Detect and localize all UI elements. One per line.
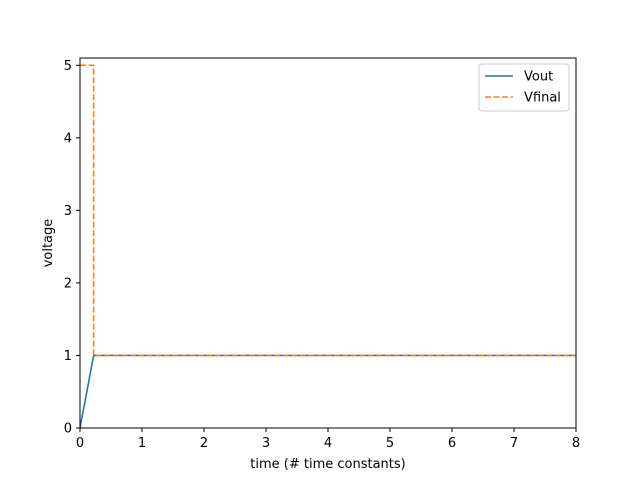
legend-label-vout: Vout xyxy=(524,70,553,85)
y-tick-label: 5 xyxy=(64,59,72,74)
x-tick-label: 1 xyxy=(138,436,146,451)
legend: Vout Vfinal xyxy=(478,63,570,112)
x-tick-label: 0 xyxy=(76,436,84,451)
y-tick-label: 3 xyxy=(64,204,72,219)
x-tick-label: 2 xyxy=(200,436,208,451)
x-tick-label: 6 xyxy=(448,436,456,451)
y-tick-label: 0 xyxy=(64,422,72,437)
x-axis-label: time (# time constants) xyxy=(250,457,405,472)
series-line-vfinal xyxy=(80,64,576,357)
y-axis-label: voltage xyxy=(41,219,56,268)
series-layer xyxy=(79,64,576,429)
x-tick-label: 3 xyxy=(262,436,270,451)
x-tick-label: 5 xyxy=(386,436,394,451)
y-tick-label: 2 xyxy=(64,276,72,291)
plot-background xyxy=(80,58,576,428)
y-tick-label: 4 xyxy=(64,131,72,146)
legend-label-vfinal: Vfinal xyxy=(524,91,561,106)
y-tick-label: 1 xyxy=(64,349,72,364)
x-tick-label: 4 xyxy=(324,436,332,451)
x-tick-label: 7 xyxy=(510,436,518,451)
x-axis: 0 1 2 3 4 5 6 7 8 xyxy=(76,428,580,451)
y-axis: 0 1 2 3 4 5 xyxy=(64,59,80,437)
x-tick-label: 8 xyxy=(572,436,580,451)
